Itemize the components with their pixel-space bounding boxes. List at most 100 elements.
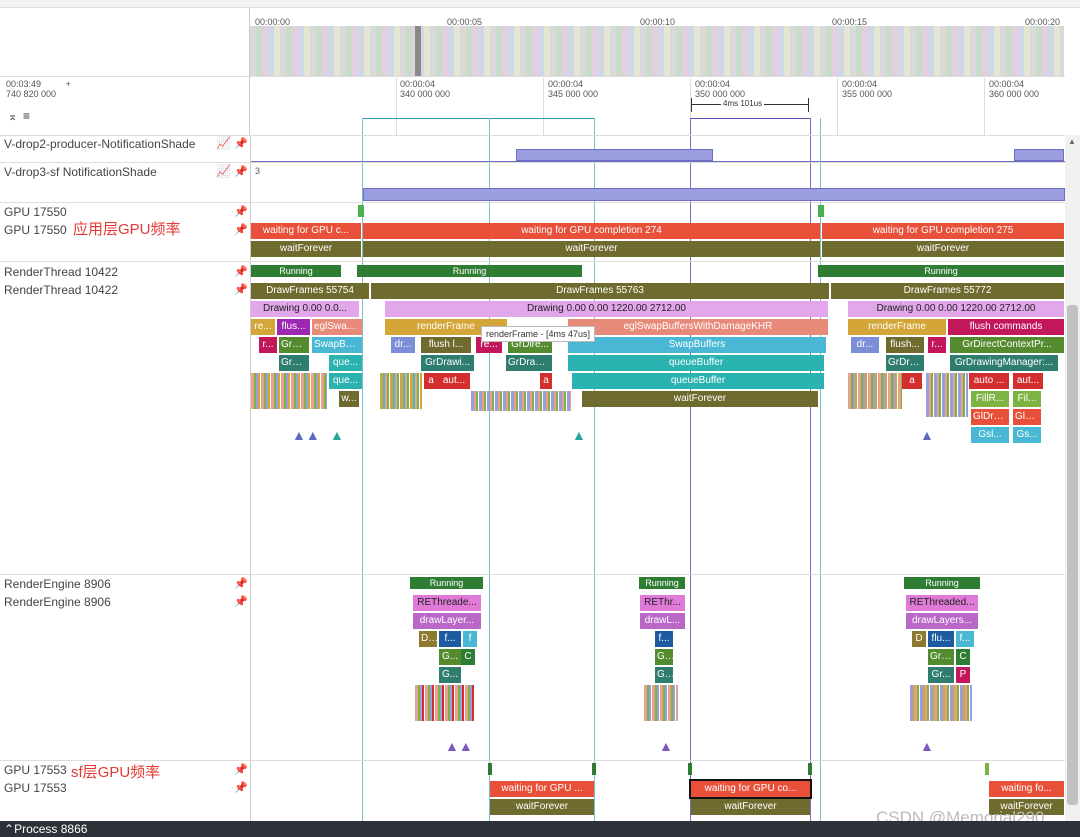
slice-drawlayers[interactable]: drawL... [640,613,685,629]
counter-bar[interactable] [516,149,713,161]
slice-gpu-wait[interactable]: waiting for GPU completion 275 [822,223,1064,239]
slice[interactable]: f [463,631,477,647]
slice[interactable]: GrDrawingManager:... [950,355,1058,371]
gpu-marker[interactable] [592,763,596,775]
slice[interactable]: f... [956,631,974,647]
slice[interactable]: GrD... [928,649,954,665]
slice[interactable]: G... [439,667,461,683]
marker-flag[interactable] [362,118,489,128]
marker-flag[interactable] [690,118,810,128]
slice-running[interactable]: Running [904,577,980,589]
slice[interactable]: G... [655,667,673,683]
slice[interactable]: flush... [886,337,924,353]
slice[interactable]: G... [655,649,673,665]
slice[interactable]: a [902,373,922,389]
slice-drawing[interactable]: Drawing 0.00 0.00 1220.00 2712.00 [385,301,828,317]
slice-rethreaded[interactable]: REThreade... [413,595,481,611]
slice-gpu-wait[interactable]: waiting for GPU completion 274 [363,223,820,239]
slice-eglswap[interactable]: eglSwap... [312,319,362,335]
slice-queuebuffer[interactable]: queueBuffer [572,373,824,389]
slice[interactable]: G... [439,649,461,665]
slice[interactable]: r... [259,337,277,353]
slice[interactable]: GrDrawi... [421,355,474,371]
slice[interactable]: a [424,373,438,389]
process-bar[interactable]: ⌃Process 8866 [0,821,1080,837]
pin-icon[interactable]: 📌 [234,166,248,178]
pin-icon[interactable]: 📌 [234,266,248,278]
slice-wait-forever[interactable]: waitForever [822,241,1064,257]
slice-wait-forever[interactable]: waitForever [251,241,361,257]
slice[interactable]: Gsl... [971,427,1009,443]
slice[interactable]: Fil... [1013,391,1041,407]
collapse-icon[interactable]: ⌃ [4,822,15,836]
pin-icon[interactable]: 📌 [234,138,248,150]
slice-swapbuffers[interactable]: SwapBuffers [568,337,826,353]
slice-gpu-wait-selected[interactable]: waiting for GPU co... [689,779,812,799]
slice[interactable]: auto ... [969,373,1009,389]
pin-icon[interactable]: 📌 [234,224,248,236]
slice[interactable]: D [912,631,926,647]
pin-icon[interactable]: 📌 [234,764,248,776]
slice[interactable]: GlDra... [971,409,1009,425]
gpu-marker[interactable] [488,763,492,775]
gpu-marker[interactable] [808,763,812,775]
pin-icon[interactable]: 📌 [234,596,248,608]
slice-flush-commands[interactable]: flush commands [948,319,1064,335]
scrollbar-thumb[interactable] [1067,305,1078,805]
slice-wait-forever[interactable]: waitForever [490,799,594,815]
slice-gpu-wait[interactable]: waiting fo... [989,781,1064,797]
slice-renderframe[interactable]: renderFrame [848,319,946,335]
slice-rethreaded[interactable]: REThreaded... [906,595,978,611]
slice-running[interactable]: Running [639,577,685,589]
slice-renderframe[interactable]: re... [251,319,275,335]
slice[interactable]: w... [339,391,359,407]
slice[interactable]: f... [439,631,461,647]
slice-waitforever[interactable]: waitForever [582,391,818,407]
slice[interactable]: que... [329,373,362,389]
pin-icon[interactable]: 📌 [234,206,248,218]
slice[interactable]: C [956,649,970,665]
slice-queuebuffer[interactable]: queueBuffer [568,355,824,371]
slice-drawlayers[interactable]: drawLayers... [906,613,978,629]
slice[interactable]: GrDi... [279,337,309,353]
slice[interactable]: GrDraw... [506,355,552,371]
slice[interactable]: Gr... [928,667,954,683]
slice-rethreaded[interactable]: REThr... [640,595,685,611]
add-offset-icon[interactable]: + [65,79,71,89]
scroll-up-icon[interactable]: ▲ [1068,137,1076,146]
slice[interactable]: GrDra... [886,355,924,371]
slice[interactable]: que... [329,355,362,371]
slice[interactable]: SwapBuf... [312,337,362,353]
slice[interactable]: dr... [391,337,415,353]
slice[interactable]: GrDirectContextPr... [950,337,1064,353]
slice[interactable]: aut... [1013,373,1043,389]
slice-drawframes[interactable]: DrawFrames 55763 [371,283,829,299]
counter-bar[interactable] [1014,149,1064,161]
slice-gpu-wait[interactable]: waiting for GPU ... [490,781,594,797]
slice-drawlayers[interactable]: drawLayer... [413,613,481,629]
slice[interactable]: P [956,667,970,683]
slice-gpu-wait[interactable]: waiting for GPU c... [251,223,361,239]
gpu-marker[interactable] [688,763,692,775]
pin-icon[interactable]: 📌 [234,782,248,794]
slice-running[interactable]: Running [410,577,483,589]
slice-flush[interactable]: flus... [277,319,310,335]
slice[interactable]: C [461,649,475,665]
slice-renderframe[interactable]: renderFrame [385,319,507,335]
slice-wait-forever[interactable]: waitForever [691,799,810,815]
counter-bar[interactable] [363,188,1065,201]
slice-drawing[interactable]: Drawing 0.00 0.00 1220.00 2712.00 [848,301,1064,317]
slice[interactable]: r... [928,337,946,353]
slice[interactable]: f... [655,631,673,647]
slice-running[interactable]: Running [357,265,582,277]
slice-drawframes[interactable]: DrawFrames 55772 [831,283,1064,299]
slice-running[interactable]: Running [818,265,1064,277]
slice-eglswap[interactable]: eglSwapBuffersWithDamageKHR [568,319,828,335]
slice-running[interactable]: Running [251,265,341,277]
gpu-marker[interactable] [985,763,989,775]
pin-icon[interactable]: 📌 [234,284,248,296]
gpu-marker[interactable] [818,205,824,217]
collapse-all-icon[interactable]: ⌅ [8,111,18,123]
pin-icon[interactable]: 📌 [234,578,248,590]
track-list-icon[interactable]: ≡ [23,109,31,123]
